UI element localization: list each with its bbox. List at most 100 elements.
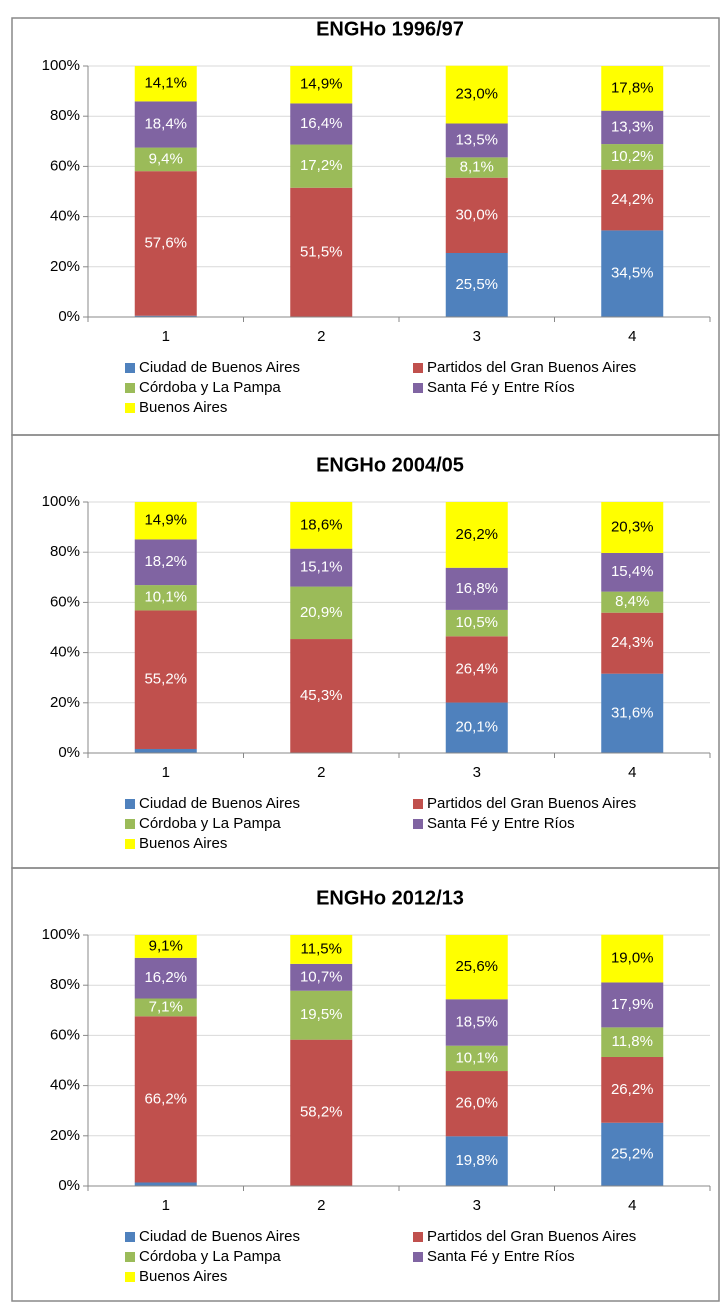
bar-segment xyxy=(134,585,197,611)
legend-swatch xyxy=(413,363,423,373)
x-tick-label: 4 xyxy=(628,764,636,781)
data-label: 23,0% xyxy=(455,86,498,103)
bar-segment xyxy=(601,110,664,145)
bar-segment xyxy=(134,610,197,749)
bar-segment xyxy=(134,315,197,317)
legend-label: Córdoba y La Pampa xyxy=(139,815,281,832)
legend-label: Buenos Aires xyxy=(139,1268,227,1285)
chart-title: ENGHo 1996/97 xyxy=(316,18,464,40)
legend-swatch xyxy=(125,403,135,413)
data-label: 25,5% xyxy=(455,276,498,293)
bar-segment xyxy=(134,171,197,316)
chart-title: ENGHo 2012/13 xyxy=(316,887,464,909)
y-tick-label: 80% xyxy=(50,976,80,993)
bar-segment xyxy=(445,123,508,158)
y-tick-label: 100% xyxy=(42,57,80,74)
y-tick-label: 100% xyxy=(42,926,80,943)
bar-segment xyxy=(601,673,664,753)
data-label: 10,1% xyxy=(455,1049,498,1066)
data-label: 20,9% xyxy=(300,604,343,621)
legend-swatch xyxy=(125,1272,135,1282)
bar-segment xyxy=(601,1122,664,1186)
x-tick-label: 1 xyxy=(162,328,170,345)
bar-segment xyxy=(601,144,664,170)
data-label: 24,2% xyxy=(611,191,654,208)
bar-segment xyxy=(290,548,353,587)
legend-label: Santa Fé y Entre Ríos xyxy=(427,379,575,396)
bar-segment xyxy=(601,934,664,983)
bar-segment xyxy=(290,963,353,991)
x-tick-label: 1 xyxy=(162,1197,170,1214)
bar-segment xyxy=(445,935,508,1000)
data-label: 7,1% xyxy=(149,998,183,1015)
data-label: 9,1% xyxy=(149,937,183,954)
bar-segment xyxy=(445,609,508,637)
data-label: 17,2% xyxy=(300,157,343,174)
data-label: 15,4% xyxy=(611,563,654,580)
bar-segment xyxy=(290,1039,353,1186)
bar-segment xyxy=(601,230,664,317)
legend-swatch xyxy=(125,819,135,829)
bar-segment xyxy=(445,567,508,610)
legend-label: Buenos Aires xyxy=(139,835,227,852)
x-tick-label: 1 xyxy=(162,764,170,781)
legend-label: Partidos del Gran Buenos Aires xyxy=(427,795,636,812)
legend-label: Buenos Aires xyxy=(139,399,227,416)
data-label: 16,8% xyxy=(455,580,498,597)
bar-segment xyxy=(601,1056,664,1123)
data-label: 10,7% xyxy=(300,968,343,985)
bar-segment xyxy=(445,65,508,124)
y-tick-label: 40% xyxy=(50,208,80,225)
data-label: 14,9% xyxy=(300,76,343,93)
bar-segment xyxy=(134,1182,197,1186)
y-tick-label: 20% xyxy=(50,1127,80,1144)
data-label: 57,6% xyxy=(144,234,187,251)
x-tick-label: 2 xyxy=(317,1197,325,1214)
legend-label: Córdoba y La Pampa xyxy=(139,379,281,396)
y-tick-label: 60% xyxy=(50,157,80,174)
data-label: 26,2% xyxy=(611,1081,654,1098)
data-label: 18,4% xyxy=(144,115,187,132)
legend-swatch xyxy=(413,819,423,829)
data-label: 26,0% xyxy=(455,1095,498,1112)
bar-segment xyxy=(290,502,353,549)
data-label: 19,8% xyxy=(455,1152,498,1169)
y-tick-label: 20% xyxy=(50,694,80,711)
data-label: 31,6% xyxy=(611,704,654,721)
y-tick-label: 80% xyxy=(50,107,80,124)
bar-segment xyxy=(445,636,508,703)
data-label: 17,9% xyxy=(611,996,654,1013)
data-label: 8,4% xyxy=(615,593,649,610)
bar-segment xyxy=(601,612,664,674)
bar-segment xyxy=(445,1045,508,1072)
data-label: 10,2% xyxy=(611,148,654,165)
data-label: 26,2% xyxy=(455,526,498,543)
legend-label: Ciudad de Buenos Aires xyxy=(139,359,300,376)
legend-swatch xyxy=(125,363,135,373)
legend-swatch xyxy=(413,383,423,393)
legend-swatch xyxy=(125,839,135,849)
y-tick-label: 0% xyxy=(58,744,80,761)
legend-label: Partidos del Gran Buenos Aires xyxy=(427,1228,636,1245)
bar-segment xyxy=(445,702,508,753)
data-label: 14,1% xyxy=(144,75,187,92)
data-label: 15,1% xyxy=(300,559,343,576)
y-tick-label: 60% xyxy=(50,1026,80,1043)
data-label: 13,5% xyxy=(455,131,498,148)
data-label: 30,0% xyxy=(455,206,498,223)
bar-segment xyxy=(290,103,353,145)
legend-swatch xyxy=(413,1252,423,1262)
bar-segment xyxy=(290,990,353,1040)
data-label: 20,3% xyxy=(611,518,654,535)
y-tick-label: 0% xyxy=(58,1177,80,1194)
legend-label: Santa Fé y Entre Ríos xyxy=(427,1248,575,1265)
bar-segment xyxy=(601,502,664,553)
data-label: 24,3% xyxy=(611,634,654,651)
data-label: 25,6% xyxy=(455,958,498,975)
data-label: 11,8% xyxy=(612,1033,653,1050)
legend-swatch xyxy=(413,799,423,809)
data-label: 13,3% xyxy=(611,118,654,135)
legend-label: Santa Fé y Entre Ríos xyxy=(427,815,575,832)
bar-segment xyxy=(134,748,197,753)
bar-segment xyxy=(134,147,197,172)
